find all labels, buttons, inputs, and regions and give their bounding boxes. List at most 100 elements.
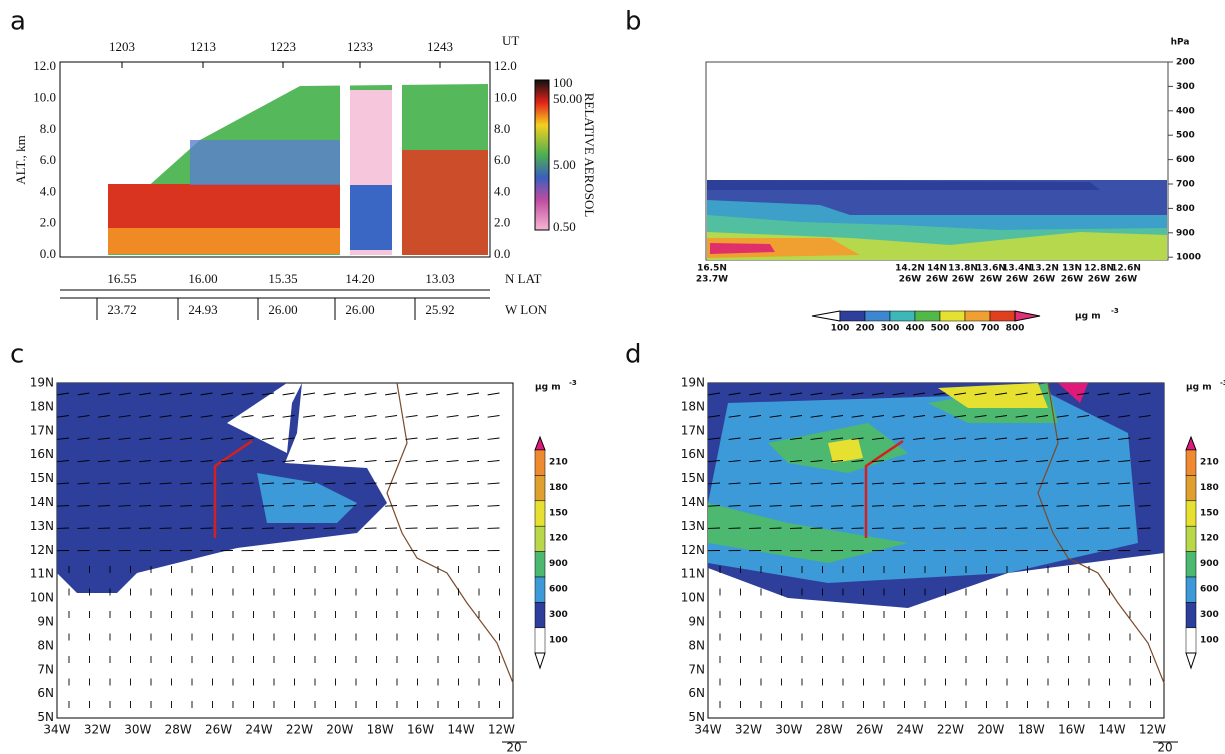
wind-vector [1118,392,1131,396]
lon-tick-label: 26W [856,723,883,737]
colorbar-cell [534,449,546,476]
wind-vector [426,437,439,440]
wind-vector [323,392,336,396]
wind-vector [1117,505,1131,507]
wind-vector [933,392,946,396]
wind-vector [118,415,131,418]
vector-ref-label: 20 [1157,741,1172,754]
wind-vector [180,415,193,418]
wind-vector [118,392,131,396]
colorbar-tick-label: 100 [1200,635,1219,645]
wind-vector [303,415,316,418]
wind-vector [810,437,823,440]
wind-vector [57,437,70,440]
panel-b: b [625,7,1169,322]
colorbar-cell [1185,576,1197,603]
wind-vector [56,505,70,507]
wind-vector [708,482,721,485]
lon-tick-label: 28W [816,723,843,737]
wind-vector [708,392,721,396]
lat-tick-label: 8N [37,638,54,652]
x-tick-label: 26W [1115,275,1138,285]
wind-vector [159,505,172,507]
wind-vector [303,482,316,485]
wind-vector [995,460,1008,463]
lat-tick-label: 7N [688,662,705,676]
lat-tick-label: 13.03 [425,271,454,286]
lon-tick-label: 24W [245,723,272,737]
wind-vector [995,392,1008,396]
colorbar-cell [534,627,546,654]
wind-vector [994,505,1008,507]
lon-tick-label: 16W [407,723,434,737]
wind-vector [749,460,762,463]
wind-vector [241,392,254,396]
x-tick-label: 13.8N [948,264,978,274]
wind-vector [405,505,418,507]
wind-vector [728,482,741,485]
colorbar-tick-label: 900 [1200,559,1219,569]
wind-vector [995,437,1008,440]
wind-vector [446,460,459,463]
x-tick-label: 26W [952,275,975,285]
wind-vector [872,415,885,418]
x-tick-label: 23.7W [696,275,728,285]
concentration-contour [57,383,387,593]
colorbar-tick-label: 600 [1200,585,1219,595]
wind-vector [1097,505,1110,507]
colorbar-unit: µg m [1075,312,1101,322]
wind-vector [1097,437,1110,440]
wind-vector [385,415,398,418]
wind-vector [180,460,193,463]
wind-vector [954,415,967,418]
wind-vector [77,460,90,463]
wind-vector [1015,415,1028,418]
wind-vector [98,392,111,396]
wind-vector [220,505,234,507]
wind-vector [831,460,844,463]
wind-vector [995,482,1008,485]
lat-tick-label: 14N [30,495,54,509]
colorbar-unit-exp: -3 [569,379,577,387]
y-tick-label: 6.0 [494,152,510,167]
wind-vector [446,505,459,507]
wind-vector [1015,460,1028,463]
wind-vector [1076,505,1090,507]
lon-tick-label: 12W [1139,723,1166,737]
x-tick-label: 14N [927,264,947,274]
x-tick-label: 26W [926,275,949,285]
y-tick-label: 4.0 [40,183,56,198]
wind-vector [748,505,762,507]
colorbar-unit: µg m [535,383,561,393]
y-tick-label: 800 [1176,204,1195,214]
wind-vector [180,437,193,440]
wind-vector [241,415,254,418]
contour [707,180,1100,190]
wind-vector [1097,415,1110,418]
y-tick-label: 6.0 [40,152,56,167]
colorbar-tick-label: 180 [1200,483,1219,493]
wind-vector [159,460,172,463]
top-tick-label: 1243 [427,39,453,54]
wind-vector [261,505,275,507]
x-tick-label: 16.5N [697,264,727,274]
wind-vector [790,460,803,463]
lat-tick-label: 12N [681,543,705,557]
wind-vector [830,505,844,507]
wind-vector [1035,505,1049,507]
wind-vector [892,415,905,418]
x-tick-label: 13.4N [1002,264,1032,274]
wind-vector [749,392,762,396]
wind-vector [974,505,987,507]
wind-vector [872,437,885,440]
wind-vector [364,392,377,396]
wind-vector [1118,482,1131,485]
colorbar-tri [534,435,546,451]
wind-vector [241,460,254,463]
wind-vector [851,505,864,507]
wind-vector [57,415,70,418]
lon-tick-label: 12W [488,723,515,737]
lat-tick-label: 16.00 [188,271,217,286]
wind-vector [405,392,418,396]
lat-tick-label: 11N [681,567,705,581]
